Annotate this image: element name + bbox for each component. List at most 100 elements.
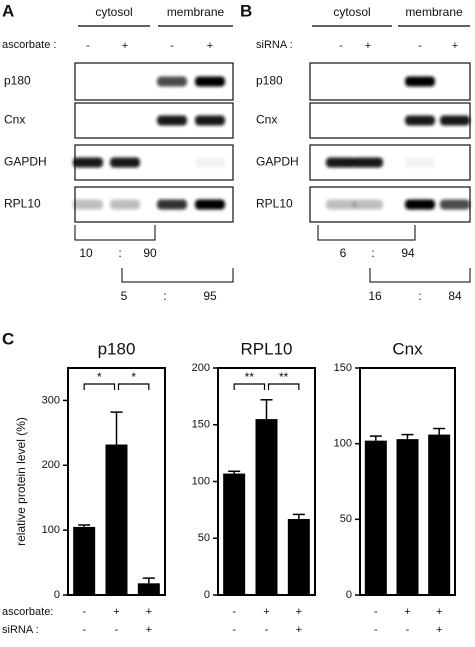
row-label: GAPDH (256, 155, 299, 169)
band (405, 157, 435, 168)
band (195, 76, 225, 87)
ratio-bracket (121, 268, 234, 283)
row-label: Cnx (4, 113, 25, 127)
band (157, 115, 187, 126)
ratio-value: 94 (401, 246, 415, 260)
y-tick-label: 100 (334, 438, 352, 450)
lane-sign: + (452, 40, 458, 52)
chart-title: p180 (98, 339, 136, 358)
significance-bracket (267, 383, 300, 390)
band (326, 199, 356, 210)
bar (255, 419, 278, 595)
y-tick-label: 50 (198, 532, 210, 544)
condition-sign: - (82, 624, 86, 636)
panel-label: A (2, 1, 14, 20)
row-label: RPL10 (4, 197, 41, 211)
band (440, 199, 470, 210)
y-tick-label: 50 (340, 513, 352, 525)
band (157, 199, 187, 210)
condition-sign: - (265, 624, 269, 636)
condition-sign: + (404, 606, 410, 618)
bar (396, 439, 419, 595)
band (405, 199, 435, 210)
bar (364, 440, 387, 595)
y-tick-label: 0 (346, 589, 352, 601)
ratio-value: 5 (121, 289, 128, 303)
ratio-separator: : (371, 246, 374, 260)
ratio-value: 84 (448, 289, 462, 303)
lane-sign: - (170, 40, 174, 52)
row-label: p180 (256, 74, 283, 88)
band (353, 157, 383, 168)
lane-sign: - (418, 40, 422, 52)
ratio-bracket (317, 225, 416, 241)
ratio-value: 90 (143, 246, 157, 260)
y-tick-label: 150 (334, 362, 352, 374)
bar (223, 473, 246, 595)
band (157, 76, 187, 87)
condition-sign: - (232, 624, 236, 636)
band (195, 157, 225, 168)
condition-sign: - (115, 624, 119, 636)
significance-label: ** (279, 370, 289, 384)
condition-sign: + (113, 606, 119, 618)
condition-label: siRNA : (2, 624, 39, 636)
y-tick-label: 100 (192, 475, 210, 487)
group-header: membrane (167, 5, 225, 19)
band (73, 199, 103, 210)
band (405, 76, 435, 87)
ratio-bracket (74, 225, 156, 241)
chart-title: Cnx (392, 339, 423, 358)
y-tick-label: 100 (42, 524, 60, 536)
group-header: cytosol (333, 5, 370, 19)
lane-sign: - (339, 40, 343, 52)
condition-sign: + (146, 624, 152, 636)
lane-sign: + (207, 40, 213, 52)
bar (105, 444, 128, 595)
panel-label: C (2, 329, 14, 348)
band (195, 115, 225, 126)
significance-label: * (131, 370, 136, 384)
band (110, 157, 140, 168)
condition-sign: - (406, 624, 410, 636)
y-tick-label: 150 (192, 419, 210, 431)
y-tick-label: 200 (192, 362, 210, 374)
bar (287, 518, 310, 595)
significance-label: ** (245, 370, 255, 384)
ratio-bracket (369, 268, 471, 283)
row-label: p180 (4, 74, 31, 88)
significance-label: * (97, 370, 102, 384)
condition-sign: - (374, 624, 378, 636)
ratio-value: 95 (203, 289, 217, 303)
ratio-value: 10 (79, 246, 93, 260)
band (353, 199, 383, 210)
lane-sign: - (86, 40, 90, 52)
ratio-separator: : (418, 289, 421, 303)
ratio-value: 16 (368, 289, 382, 303)
group-header: cytosol (95, 5, 132, 19)
ratio-value: 6 (340, 246, 347, 260)
band (110, 199, 140, 210)
y-tick-label: 0 (54, 589, 60, 601)
band (440, 115, 470, 126)
significance-bracket (233, 383, 266, 390)
condition-sign: - (82, 606, 86, 618)
y-tick-label: 200 (42, 459, 60, 471)
y-tick-label: 300 (42, 394, 60, 406)
y-axis-label: relative protein level (%) (14, 417, 28, 546)
band (326, 157, 356, 168)
ratio-separator: : (163, 289, 166, 303)
condition-label: ascorbate : (2, 39, 56, 51)
chart-title: RPL10 (241, 339, 293, 358)
row-label: RPL10 (256, 197, 293, 211)
condition-sign: + (146, 606, 152, 618)
bar (137, 583, 160, 595)
row-label: GAPDH (4, 155, 47, 169)
bar (73, 526, 96, 595)
condition-sign: + (296, 606, 302, 618)
band (195, 199, 225, 210)
lane-sign: + (365, 40, 371, 52)
condition-sign: - (374, 606, 378, 618)
band (405, 115, 435, 126)
panel-label: B (240, 1, 252, 20)
